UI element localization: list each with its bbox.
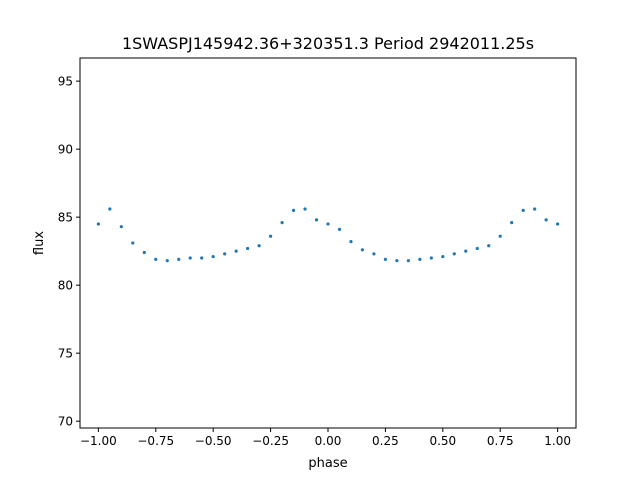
x-tick-label: −0.50 bbox=[195, 434, 232, 448]
data-point bbox=[498, 234, 502, 238]
x-tick-label: 0.75 bbox=[487, 434, 514, 448]
data-point bbox=[475, 246, 479, 251]
data-point bbox=[349, 240, 353, 244]
data-point bbox=[510, 220, 514, 225]
data-point bbox=[360, 248, 365, 252]
data-point bbox=[108, 207, 112, 211]
data-point bbox=[314, 218, 319, 222]
data-point bbox=[418, 257, 422, 261]
y-tick-label: 70 bbox=[58, 415, 73, 429]
y-tick-label: 85 bbox=[58, 211, 73, 225]
x-tick-label: 1.00 bbox=[544, 434, 571, 448]
x-axis: −1.00 −0.75 −0.50 −0.25 0.00 0.25 0.50 0.75 1.00 bbox=[80, 428, 571, 448]
data-point bbox=[556, 222, 560, 226]
data-point bbox=[429, 256, 433, 260]
data-point bbox=[188, 256, 192, 260]
data-point bbox=[131, 241, 135, 245]
data-point bbox=[452, 252, 456, 256]
x-tick-label: −0.25 bbox=[252, 434, 289, 448]
data-point bbox=[246, 246, 250, 251]
x-tick-label: 0.25 bbox=[372, 434, 399, 448]
data-point bbox=[464, 249, 468, 253]
data-point bbox=[223, 252, 227, 256]
data-point bbox=[165, 259, 169, 263]
x-axis-label: phase bbox=[308, 456, 347, 471]
data-point bbox=[544, 218, 548, 222]
y-tick-label: 95 bbox=[58, 75, 73, 89]
x-tick-label: 0.00 bbox=[315, 434, 342, 448]
data-point bbox=[533, 207, 537, 211]
data-point bbox=[96, 222, 100, 226]
data-point bbox=[119, 225, 123, 229]
data-point bbox=[291, 208, 296, 212]
x-tick-label: 0.50 bbox=[429, 434, 456, 448]
y-axis-label: flux bbox=[32, 231, 47, 255]
data-point bbox=[257, 244, 261, 248]
y-axis: 70 75 80 85 90 95 bbox=[58, 75, 80, 429]
data-point bbox=[521, 208, 525, 212]
y-tick-label: 90 bbox=[58, 143, 73, 157]
data-point bbox=[337, 227, 342, 231]
x-tick-label: −0.75 bbox=[137, 434, 174, 448]
data-point bbox=[211, 255, 215, 259]
data-point bbox=[200, 256, 204, 260]
data-point bbox=[487, 244, 491, 248]
chart-title: 1SWASPJ145942.36+320351.3 Period 2942011… bbox=[122, 34, 534, 53]
data-points bbox=[96, 207, 560, 263]
data-point bbox=[280, 220, 284, 225]
x-tick-label: −1.00 bbox=[80, 434, 117, 448]
data-point bbox=[303, 207, 307, 211]
data-point bbox=[406, 259, 410, 263]
data-point bbox=[142, 250, 146, 255]
data-point bbox=[154, 257, 158, 261]
data-point bbox=[383, 257, 388, 261]
data-point bbox=[234, 249, 238, 253]
data-point bbox=[395, 259, 399, 263]
data-point bbox=[326, 222, 330, 226]
data-point bbox=[177, 257, 181, 261]
y-tick-label: 80 bbox=[58, 279, 73, 293]
y-tick-label: 75 bbox=[58, 347, 73, 361]
data-point bbox=[441, 255, 445, 259]
data-point bbox=[268, 234, 273, 238]
data-point bbox=[372, 252, 376, 256]
